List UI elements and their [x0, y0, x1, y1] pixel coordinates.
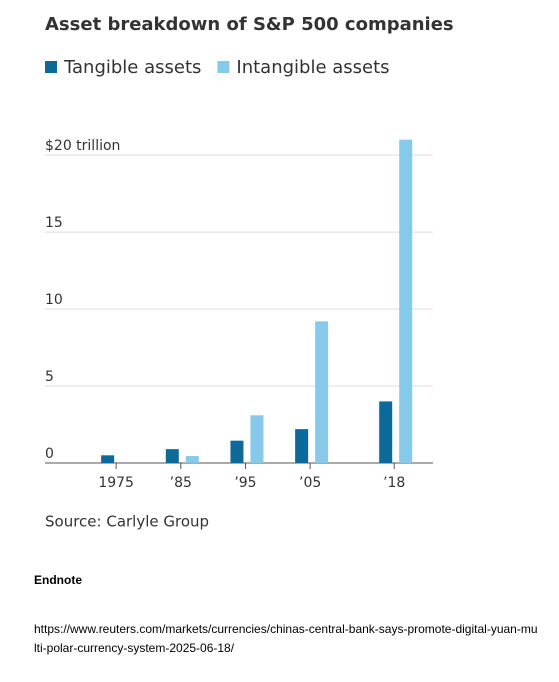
bar — [295, 429, 309, 463]
legend-swatch — [217, 61, 230, 73]
x-tick-label: 1975 — [98, 475, 134, 491]
bar — [101, 455, 115, 463]
x-tick-label: ’95 — [234, 475, 256, 491]
legend-label: Tangible assets — [63, 57, 201, 78]
endnote-url: https://www.reuters.com/markets/currenci… — [34, 622, 538, 655]
legend-label: Intangible assets — [236, 57, 389, 78]
x-tick-label: ’85 — [170, 475, 192, 491]
bar — [230, 440, 244, 463]
y-tick-label: 0 — [45, 446, 54, 462]
bar — [315, 321, 329, 463]
bar — [185, 456, 199, 463]
y-tick-label: 5 — [45, 369, 54, 385]
bar — [399, 139, 413, 463]
y-tick-label: 10 — [45, 292, 63, 308]
x-tick-label: ’05 — [299, 475, 321, 491]
bar — [379, 401, 393, 463]
source: Source: Carlyle Group — [45, 513, 209, 531]
bar — [250, 415, 264, 463]
chart-title: Asset breakdown of S&P 500 companies — [45, 14, 454, 35]
y-tick-label: 15 — [45, 215, 63, 231]
chart: Asset breakdown of S&P 500 companies Sou… — [45, 14, 454, 531]
x-tick-label: ’18 — [383, 475, 405, 491]
endnote-heading: Endnote — [34, 573, 82, 587]
bar — [165, 449, 179, 463]
legend-swatch — [45, 61, 57, 73]
y-tick-label: $20 trillion — [45, 138, 120, 154]
